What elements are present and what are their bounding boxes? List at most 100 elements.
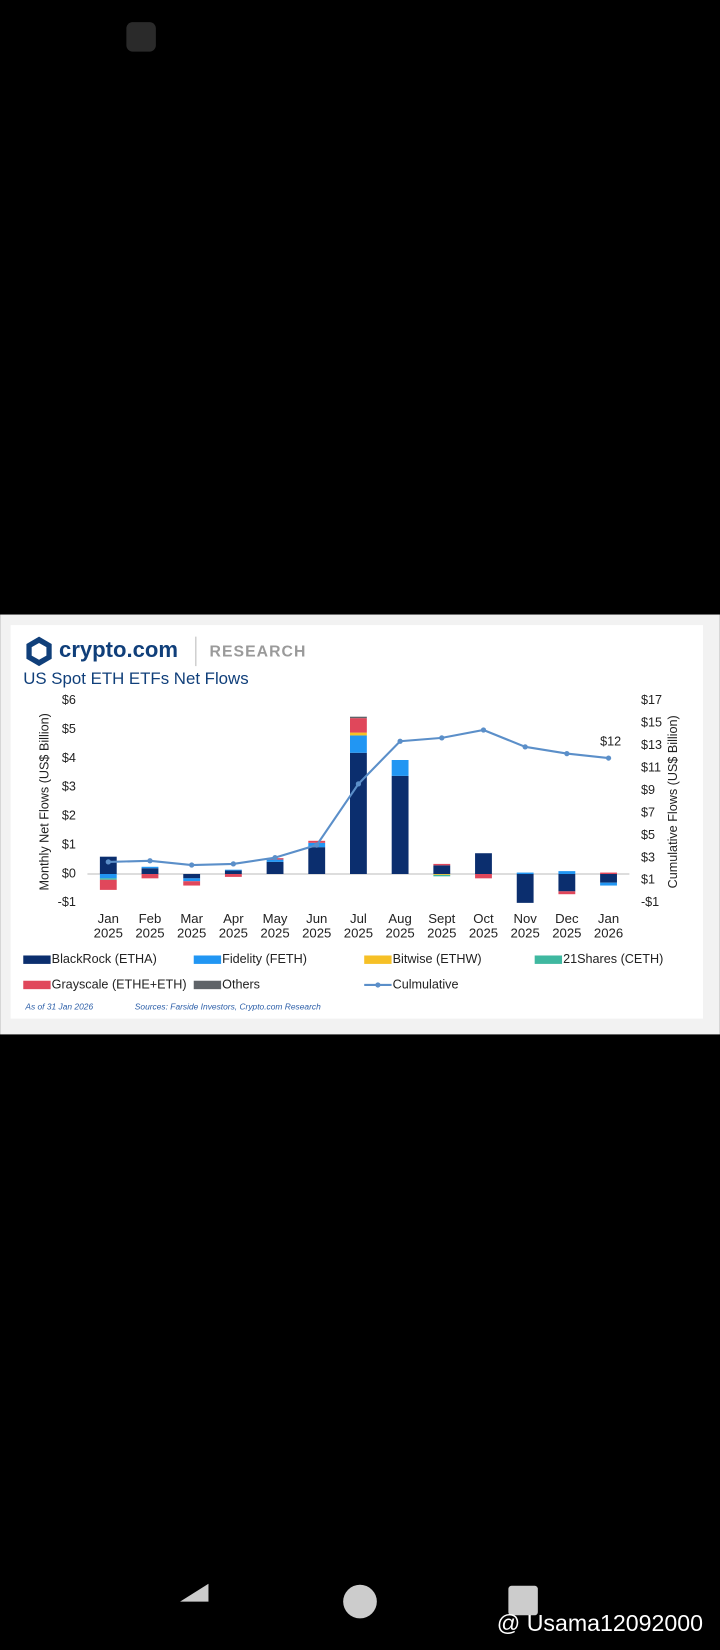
cumulative-point [105, 859, 111, 865]
y2-tick-label: $13 [641, 738, 662, 752]
y2-axis-title: Cumulative Flows (US$ Billion) [666, 715, 680, 888]
bar-segment [141, 868, 159, 875]
logo-icon-inner [31, 642, 47, 660]
bar-segment [600, 872, 617, 875]
x-tick-label: Jul 2025 [343, 911, 374, 941]
y2-tick-label: -$1 [641, 895, 659, 909]
legend-swatch [23, 955, 51, 964]
y2-tick-label: $9 [641, 783, 655, 797]
bar-segment [600, 882, 617, 886]
legend-swatch-dot [375, 982, 381, 988]
legend-label: Others [222, 977, 260, 991]
x-tick-label-box: May 2025 [260, 911, 290, 941]
x-tick-label-box: Dec 2025 [552, 911, 581, 940]
bar-segment [391, 775, 409, 875]
nav-home[interactable] [343, 1584, 377, 1619]
legend-swatch [364, 955, 392, 964]
app-icon[interactable] [126, 22, 156, 52]
y2-tick-label: $11 [641, 761, 661, 775]
bar-segment [391, 759, 409, 776]
source: Sources: Farside Investors, Crypto.com R… [135, 1001, 321, 1011]
x-tick-label-box: Sept 2025 [427, 911, 457, 941]
watermark: @ Usama12092000 [497, 1610, 703, 1636]
x-tick-label-box: Feb 2025 [135, 911, 164, 940]
bar-segment [475, 853, 492, 875]
cumulative-point [564, 750, 570, 757]
bar-segment [141, 874, 159, 879]
bar-segment [558, 891, 576, 895]
bar-segment [183, 881, 201, 886]
nav-recent[interactable] [508, 1585, 538, 1616]
x-tick-label-box: Aug 2025 [385, 911, 415, 941]
bar-segment [350, 732, 367, 736]
legend-swatch [193, 980, 222, 990]
brand-section: RESEARCH [210, 644, 307, 661]
bar-segment [350, 716, 367, 719]
y2-tick-label: $15 [641, 716, 662, 730]
x-tick-label: Nov 2025 [510, 911, 540, 941]
x-tick-label-box: Oct 2025 [468, 911, 499, 941]
cumulative-point [480, 727, 487, 733]
bar-segment [350, 718, 367, 733]
bar-segment [99, 878, 117, 880]
legend-swatch [23, 980, 51, 990]
x-tick-label: Aug 2025 [385, 911, 415, 941]
x-tick-label-box: Jun 2025 [302, 911, 332, 941]
plot: -$1 $0 $1 $2 $3 $4 $5 $6 -$1 $1 $3 $5 $7 $9 $11 $13 $15 $… [23, 693, 663, 991]
cumulative-point [439, 735, 445, 741]
x-tick-label-box: Jan 2026 [594, 911, 623, 940]
legend-label: Bitwise (ETHW) [393, 952, 482, 966]
bar-segment [183, 878, 201, 882]
x-tick-label-box: Jul 2025 [343, 911, 374, 941]
bar-segment [99, 879, 117, 890]
legend-label: Grayscale (ETHE+ETH) [52, 977, 187, 991]
bar-segment [600, 874, 617, 883]
bar-segment [99, 874, 117, 879]
note: As of 31 Jan 2026 [24, 1001, 93, 1011]
bar-segment [516, 872, 534, 875]
chart-title: US Spot ETH ETFs Net Flows [23, 669, 248, 688]
cumulative-point [272, 855, 278, 861]
bar-segment [516, 874, 534, 903]
y-tick-label: $4 [62, 751, 76, 765]
bar-segment [224, 869, 242, 871]
y-tick-label: $5 [62, 722, 76, 736]
x-tick-label: Sept 2025 [427, 911, 457, 941]
y-tick-label: -$1 [58, 895, 76, 909]
legend-label: Culmulative [393, 977, 459, 991]
y2-tick-label: $7 [641, 805, 655, 819]
bar-segment [558, 871, 576, 875]
cumulative-point [522, 744, 528, 750]
y2-tick-label: $17 [641, 693, 662, 707]
bar-segment [350, 752, 367, 875]
x-tick-label-box: Jan 2025 [94, 911, 123, 940]
cumulative-point [147, 858, 153, 864]
cumulative-point [314, 842, 320, 848]
annotation: $12 [600, 735, 621, 749]
legend-swatch [534, 955, 563, 964]
bar-segment [141, 866, 159, 869]
legend-label: BlackRock (ETHA) [52, 952, 157, 966]
bar-segment [183, 874, 201, 879]
bar-segment [308, 840, 326, 843]
legend-label: 21Shares (CETH) [563, 952, 663, 966]
x-tick-label-box: Apr 2025 [219, 911, 248, 940]
bar-segment [433, 863, 451, 866]
x-tick-label: Jun 2025 [302, 911, 332, 941]
x-tick-label: Oct 2025 [468, 911, 499, 941]
x-tick-label-box: Mar 2025 [177, 911, 207, 941]
x-tick-label-box: Nov 2025 [510, 911, 540, 941]
y-tick-label: $6 [62, 693, 76, 707]
y-tick-label: $0 [62, 866, 76, 880]
bar-segment [266, 861, 284, 875]
cumulative-point [605, 755, 612, 761]
legend-swatch [193, 955, 222, 964]
y-tick-label: $1 [62, 837, 76, 851]
x-tick-label: Mar 2025 [177, 911, 207, 941]
x-tick-label: May 2025 [260, 911, 290, 941]
nav-back[interactable] [180, 1583, 209, 1602]
y2-tick-label: $3 [641, 850, 655, 864]
bar-segment [350, 735, 367, 753]
y2-tick-label: $1 [641, 873, 655, 887]
